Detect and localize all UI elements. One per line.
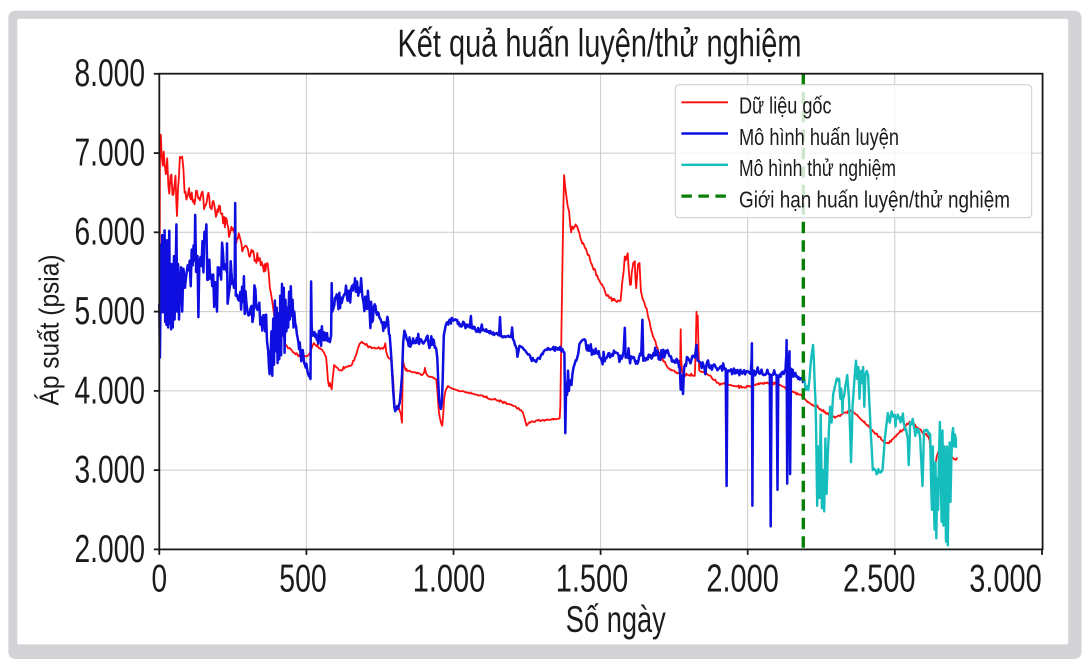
svg-text:5.000: 5.000 [75,290,146,333]
svg-text:Số ngày: Số ngày [566,599,666,640]
svg-text:Giới hạn huấn luyện/thử nghiệm: Giới hạn huấn luyện/thử nghiệm [739,187,1010,213]
svg-text:Mô hình huấn luyện: Mô hình huấn luyện [739,124,899,150]
svg-text:0: 0 [152,558,168,601]
svg-text:2.000: 2.000 [75,528,146,571]
svg-text:6.000: 6.000 [75,211,146,254]
svg-text:8.000: 8.000 [75,52,146,95]
svg-text:4.000: 4.000 [75,369,146,412]
svg-text:500: 500 [279,558,327,601]
svg-text:7.000: 7.000 [75,132,146,175]
svg-text:3.000: 3.000 [75,449,146,492]
svg-text:3.000: 3.000 [969,558,1042,601]
svg-text:Kết quả huấn luyện/thử nghiệm: Kết quả huấn luyện/thử nghiệm [398,22,802,65]
svg-text:Mô hình thử nghiệm: Mô hình thử nghiệm [739,155,896,181]
svg-text:1.000: 1.000 [413,558,486,601]
svg-text:2.000: 2.000 [706,558,779,601]
svg-text:2.500: 2.500 [843,558,916,601]
svg-text:Áp suất (psia): Áp suất (psia) [34,255,65,406]
svg-text:Dữ liệu gốc: Dữ liệu gốc [739,93,832,119]
svg-text:1.500: 1.500 [556,558,629,601]
